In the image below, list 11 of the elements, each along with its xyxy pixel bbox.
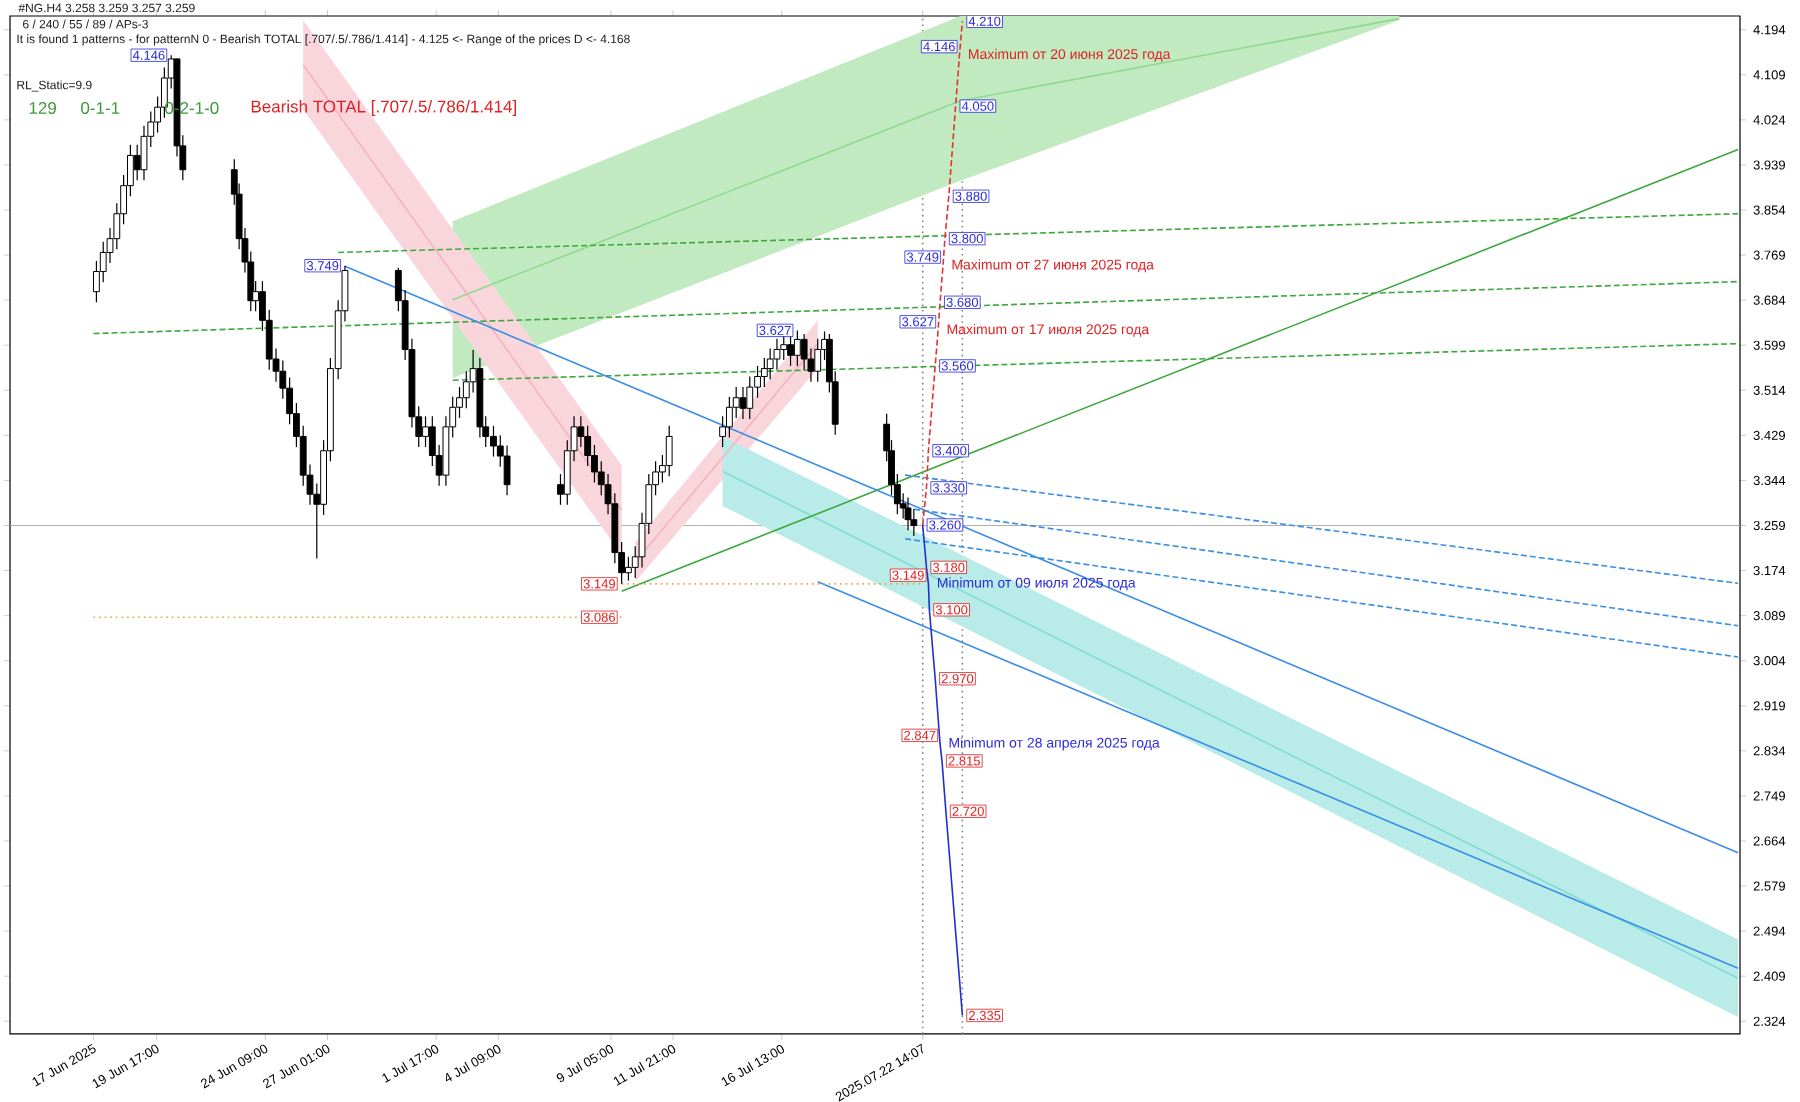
candlestick	[766, 347, 774, 380]
annotation: 129	[29, 101, 56, 114]
candlestick	[665, 425, 673, 477]
candlestick	[739, 386, 747, 420]
candlestick	[904, 496, 912, 531]
candlestick	[746, 375, 754, 420]
candlestick	[422, 415, 429, 448]
candlestick	[787, 333, 794, 367]
candlestick	[814, 338, 822, 383]
annotation: Bearish TOTAL [.707/.5/.786/1.414]	[251, 100, 516, 116]
annotation: 0-1-1	[81, 101, 120, 114]
